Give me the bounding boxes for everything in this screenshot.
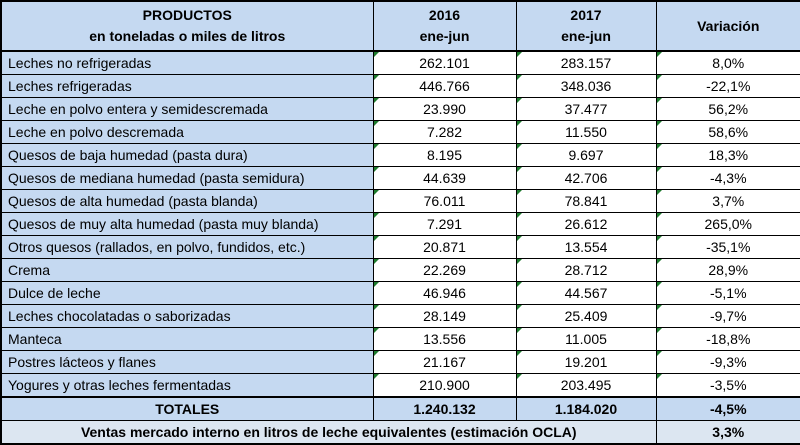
header-2017: 2017 ene-jun xyxy=(515,0,657,52)
header-products-unit: en toneladas o miles de litros xyxy=(89,28,286,44)
totals-2016: 1.240.132 xyxy=(372,396,517,421)
variation-cell: 58,6% xyxy=(655,120,800,144)
table-row: Quesos de muy alta humedad (pasta muy bl… xyxy=(0,212,800,236)
value-2017-cell: 25.409 xyxy=(515,304,657,328)
value-2016-cell: 13.556 xyxy=(372,327,517,351)
value-2017-cell: 78.841 xyxy=(515,189,657,213)
totals-variation: -4,5% xyxy=(655,396,800,421)
table-row: Manteca 13.556 11.005 -18,8% xyxy=(0,327,800,351)
footer-row: Ventas mercado interno en litros de lech… xyxy=(0,420,800,445)
header-2017-year: 2017 xyxy=(570,7,602,23)
header-products: PRODUCTOS en toneladas o miles de litros xyxy=(0,0,374,52)
value-2016-cell: 7.282 xyxy=(372,120,517,144)
header-2017-period: ene-jun xyxy=(561,28,611,44)
table-row: Leches refrigeradas 446.766 348.036 -22,1% xyxy=(0,74,800,98)
value-2017-cell: 11.005 xyxy=(515,327,657,351)
table-row: Leche en polvo descremada 7.282 11.550 58,6… xyxy=(0,120,800,144)
product-cell: Leches no refrigeradas xyxy=(0,50,374,75)
table-row: Crema 22.269 28.712 28,9% xyxy=(0,258,800,282)
table-row: Quesos de mediana humedad (pasta semidur… xyxy=(0,166,800,190)
variation-cell: -3,5% xyxy=(655,373,800,398)
header-row: PRODUCTOS en toneladas o miles de litros … xyxy=(0,0,800,52)
value-2016-cell: 76.011 xyxy=(372,189,517,213)
header-2016-year: 2016 xyxy=(428,7,461,23)
value-2016-cell: 44.639 xyxy=(372,166,517,190)
table-row: Leches no refrigeradas 262.101 283.157 8,0% xyxy=(0,50,800,75)
value-2016-cell: 23.990 xyxy=(372,97,517,121)
product-cell: Leches chocolatadas o saborizadas xyxy=(0,304,374,328)
totals-row: TOTALES 1.240.132 1.184.020 -4,5% xyxy=(0,396,800,421)
product-cell: Quesos de baja humedad (pasta dura) xyxy=(0,143,374,167)
variation-cell: -5,1% xyxy=(655,281,800,305)
value-2017-cell: 11.550 xyxy=(515,120,657,144)
value-2016-cell: 21.167 xyxy=(372,350,517,374)
header-2016-period: ene-jun xyxy=(419,28,470,44)
header-variation: Variación xyxy=(655,0,800,52)
value-2017-cell: 348.036 xyxy=(515,74,657,98)
value-2016-cell: 8.195 xyxy=(372,143,517,167)
product-cell: Leche en polvo descremada xyxy=(0,120,374,144)
table-row: Leches chocolatadas o saborizadas 28.149 2… xyxy=(0,304,800,328)
value-2016-cell: 46.946 xyxy=(372,281,517,305)
variation-cell: 18,3% xyxy=(655,143,800,167)
value-2016-cell: 22.269 xyxy=(372,258,517,282)
footer-label: Ventas mercado interno en litros de lech… xyxy=(0,420,657,445)
product-cell: Quesos de alta humedad (pasta blanda) xyxy=(0,189,374,213)
product-cell: Quesos de muy alta humedad (pasta muy bl… xyxy=(0,212,374,236)
value-2016-cell: 446.766 xyxy=(372,74,517,98)
value-2017-cell: 9.697 xyxy=(515,143,657,167)
value-2017-cell: 42.706 xyxy=(515,166,657,190)
value-2017-cell: 283.157 xyxy=(515,50,657,75)
value-2017-cell: 26.612 xyxy=(515,212,657,236)
product-cell: Manteca xyxy=(0,327,374,351)
product-cell: Yogures y otras leches fermentadas xyxy=(0,373,374,398)
product-cell: Leche en polvo entera y semidescremada xyxy=(0,97,374,121)
variation-cell: 3,7% xyxy=(655,189,800,213)
value-2017-cell: 13.554 xyxy=(515,235,657,259)
table-row: Yogures y otras leches fermentadas 210.90… xyxy=(0,373,800,398)
variation-cell: 28,9% xyxy=(655,258,800,282)
product-cell: Postres lácteos y flanes xyxy=(0,350,374,374)
table-row: Otros quesos (rallados, en polvo, fundid… xyxy=(0,235,800,259)
totals-2017: 1.184.020 xyxy=(515,396,657,421)
header-2016: 2016 ene-jun xyxy=(372,0,517,52)
variation-cell: -35,1% xyxy=(655,235,800,259)
product-cell: Otros quesos (rallados, en polvo, fundid… xyxy=(0,235,374,259)
value-2016-cell: 7.291 xyxy=(372,212,517,236)
value-2016-cell: 28.149 xyxy=(372,304,517,328)
variation-cell: -22,1% xyxy=(655,74,800,98)
value-2016-cell: 262.101 xyxy=(372,50,517,75)
value-2017-cell: 44.567 xyxy=(515,281,657,305)
variation-cell: 8,0% xyxy=(655,50,800,75)
table-row: Quesos de baja humedad (pasta dura) 8.195… xyxy=(0,143,800,167)
value-2016-cell: 210.900 xyxy=(372,373,517,398)
table-row: Quesos de alta humedad (pasta blanda) 76.… xyxy=(0,189,800,213)
value-2017-cell: 203.495 xyxy=(515,373,657,398)
product-cell: Dulce de leche xyxy=(0,281,374,305)
value-2017-cell: 28.712 xyxy=(515,258,657,282)
variation-cell: 56,2% xyxy=(655,97,800,121)
table-row: Leche en polvo entera y semidescremada 23… xyxy=(0,97,800,121)
value-2016-cell: 20.871 xyxy=(372,235,517,259)
footer-variation: 3,3% xyxy=(655,420,800,445)
product-cell: Quesos de mediana humedad (pasta semidur… xyxy=(0,166,374,190)
product-cell: Crema xyxy=(0,258,374,282)
variation-cell: -9,7% xyxy=(655,304,800,328)
value-2017-cell: 19.201 xyxy=(515,350,657,374)
table-row: Postres lácteos y flanes 21.167 19.201 -9,3… xyxy=(0,350,800,374)
value-2017-cell: 37.477 xyxy=(515,97,657,121)
variation-cell: -4,3% xyxy=(655,166,800,190)
variation-cell: 265,0% xyxy=(655,212,800,236)
product-cell: Leches refrigeradas xyxy=(0,74,374,98)
variation-cell: -18,8% xyxy=(655,327,800,351)
variation-cell: -9,3% xyxy=(655,350,800,374)
table-row: Dulce de leche 46.946 44.567 -5,1% xyxy=(0,281,800,305)
totals-label: TOTALES xyxy=(0,396,374,421)
header-products-title: PRODUCTOS xyxy=(142,7,232,23)
